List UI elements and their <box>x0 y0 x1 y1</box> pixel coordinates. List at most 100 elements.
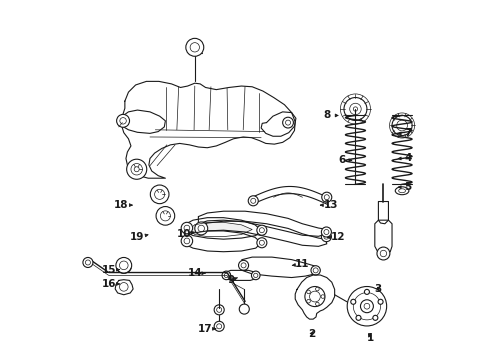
Circle shape <box>311 266 320 275</box>
Circle shape <box>126 159 147 179</box>
Circle shape <box>195 222 208 235</box>
Circle shape <box>351 299 356 304</box>
Circle shape <box>321 231 331 242</box>
Circle shape <box>365 289 369 294</box>
Circle shape <box>257 225 267 235</box>
Circle shape <box>353 293 381 320</box>
Circle shape <box>324 229 329 234</box>
Circle shape <box>283 117 294 128</box>
Circle shape <box>254 273 258 278</box>
Circle shape <box>222 271 231 280</box>
Text: 1: 1 <box>367 333 374 343</box>
Circle shape <box>380 250 387 257</box>
Circle shape <box>181 222 193 234</box>
Text: 19: 19 <box>130 232 148 242</box>
Text: 18: 18 <box>114 200 132 210</box>
Circle shape <box>184 225 190 231</box>
Text: 13: 13 <box>320 200 338 210</box>
Circle shape <box>350 103 361 115</box>
Polygon shape <box>115 280 133 295</box>
Circle shape <box>307 290 310 294</box>
Circle shape <box>224 273 228 278</box>
Circle shape <box>241 263 246 268</box>
Circle shape <box>361 300 373 313</box>
Circle shape <box>184 238 190 244</box>
Circle shape <box>160 211 171 221</box>
Circle shape <box>120 283 128 291</box>
Circle shape <box>120 118 126 124</box>
Text: 3: 3 <box>374 284 381 294</box>
Text: 15: 15 <box>101 265 120 275</box>
Circle shape <box>347 287 387 326</box>
Circle shape <box>217 307 221 312</box>
Circle shape <box>131 163 143 175</box>
Circle shape <box>116 257 132 273</box>
Circle shape <box>217 324 221 329</box>
Polygon shape <box>223 270 259 280</box>
Circle shape <box>155 189 165 199</box>
Polygon shape <box>241 257 316 278</box>
Circle shape <box>85 260 91 265</box>
Circle shape <box>392 116 412 135</box>
Circle shape <box>83 257 93 267</box>
Circle shape <box>356 315 361 320</box>
Circle shape <box>239 304 249 314</box>
Polygon shape <box>184 218 261 239</box>
Circle shape <box>286 120 291 125</box>
Circle shape <box>117 114 129 127</box>
Circle shape <box>305 287 325 307</box>
Polygon shape <box>118 110 166 134</box>
Circle shape <box>316 302 319 306</box>
Text: 4: 4 <box>398 153 412 163</box>
Circle shape <box>150 185 169 204</box>
Circle shape <box>120 261 128 270</box>
Text: 10: 10 <box>177 229 194 239</box>
Polygon shape <box>122 81 295 178</box>
Circle shape <box>397 120 408 131</box>
Circle shape <box>322 192 332 202</box>
Text: 7: 7 <box>398 129 412 138</box>
Polygon shape <box>184 231 261 252</box>
Circle shape <box>378 299 383 304</box>
Circle shape <box>251 198 256 203</box>
Circle shape <box>186 39 204 56</box>
Polygon shape <box>295 275 335 319</box>
Text: 16: 16 <box>101 279 120 289</box>
Circle shape <box>344 98 367 121</box>
Text: 6: 6 <box>338 155 352 165</box>
Circle shape <box>257 238 267 248</box>
Circle shape <box>313 268 318 273</box>
Text: 12: 12 <box>328 232 345 242</box>
Circle shape <box>321 227 331 237</box>
Polygon shape <box>261 112 296 136</box>
Circle shape <box>181 235 193 247</box>
Ellipse shape <box>395 187 409 195</box>
Polygon shape <box>198 211 327 236</box>
Circle shape <box>310 291 320 302</box>
Polygon shape <box>198 221 327 246</box>
Circle shape <box>214 305 224 315</box>
Circle shape <box>259 228 265 233</box>
Text: 8: 8 <box>324 111 338 121</box>
Text: 2: 2 <box>308 329 315 339</box>
Circle shape <box>214 321 224 331</box>
Polygon shape <box>188 222 252 237</box>
Text: 5: 5 <box>398 182 412 192</box>
Circle shape <box>364 303 370 309</box>
Circle shape <box>353 107 358 111</box>
Circle shape <box>324 234 329 239</box>
Text: 9: 9 <box>227 275 237 285</box>
Circle shape <box>321 295 324 298</box>
Circle shape <box>198 225 204 231</box>
Ellipse shape <box>399 189 406 193</box>
Circle shape <box>190 42 199 52</box>
Circle shape <box>156 207 175 225</box>
Circle shape <box>377 247 390 260</box>
Text: 14: 14 <box>188 268 205 278</box>
Circle shape <box>373 315 378 320</box>
Circle shape <box>324 195 329 200</box>
Circle shape <box>259 240 265 245</box>
Polygon shape <box>378 202 389 224</box>
Polygon shape <box>375 220 392 252</box>
Circle shape <box>134 167 139 172</box>
